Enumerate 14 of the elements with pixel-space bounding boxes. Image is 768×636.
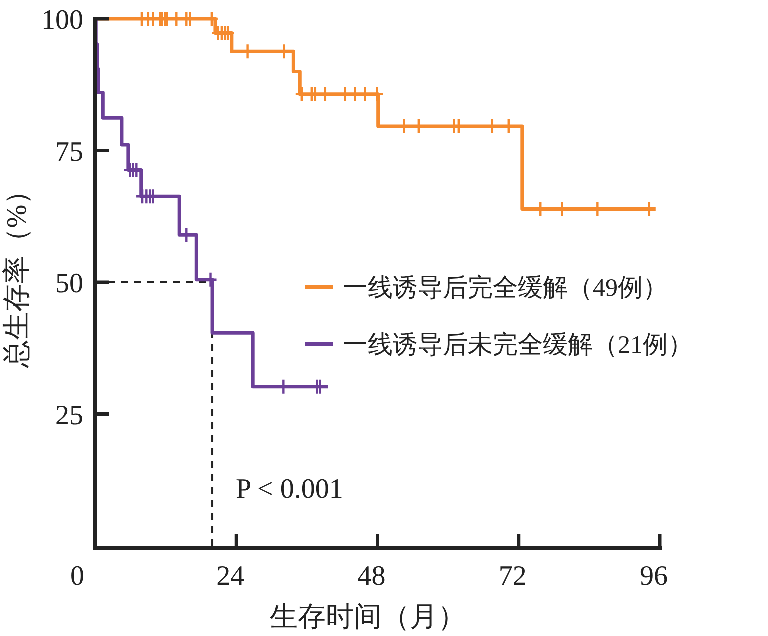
x-tick-label: 48: [358, 561, 386, 592]
y-tick-label: 25: [56, 400, 84, 432]
x-tick-label: 96: [640, 561, 668, 592]
x-tick-label: 72: [498, 561, 527, 592]
y-tick-label: 75: [56, 136, 84, 168]
y-tick-label: 100: [42, 5, 84, 36]
y-axis-title: 总生存率（%）: [2, 176, 33, 370]
x-axis-title: 生存时间（月）: [270, 602, 466, 633]
legend-label: 一线诱导后完全缓解（49例）: [343, 274, 668, 302]
y-tick-label: 50: [56, 268, 84, 300]
x-tick-label: 0: [70, 561, 84, 592]
annotation: P < 0.001: [236, 474, 344, 505]
x-tick-label: 24: [216, 561, 245, 592]
legend-label: 一线诱导后未完全缓解（21例）: [343, 331, 693, 359]
